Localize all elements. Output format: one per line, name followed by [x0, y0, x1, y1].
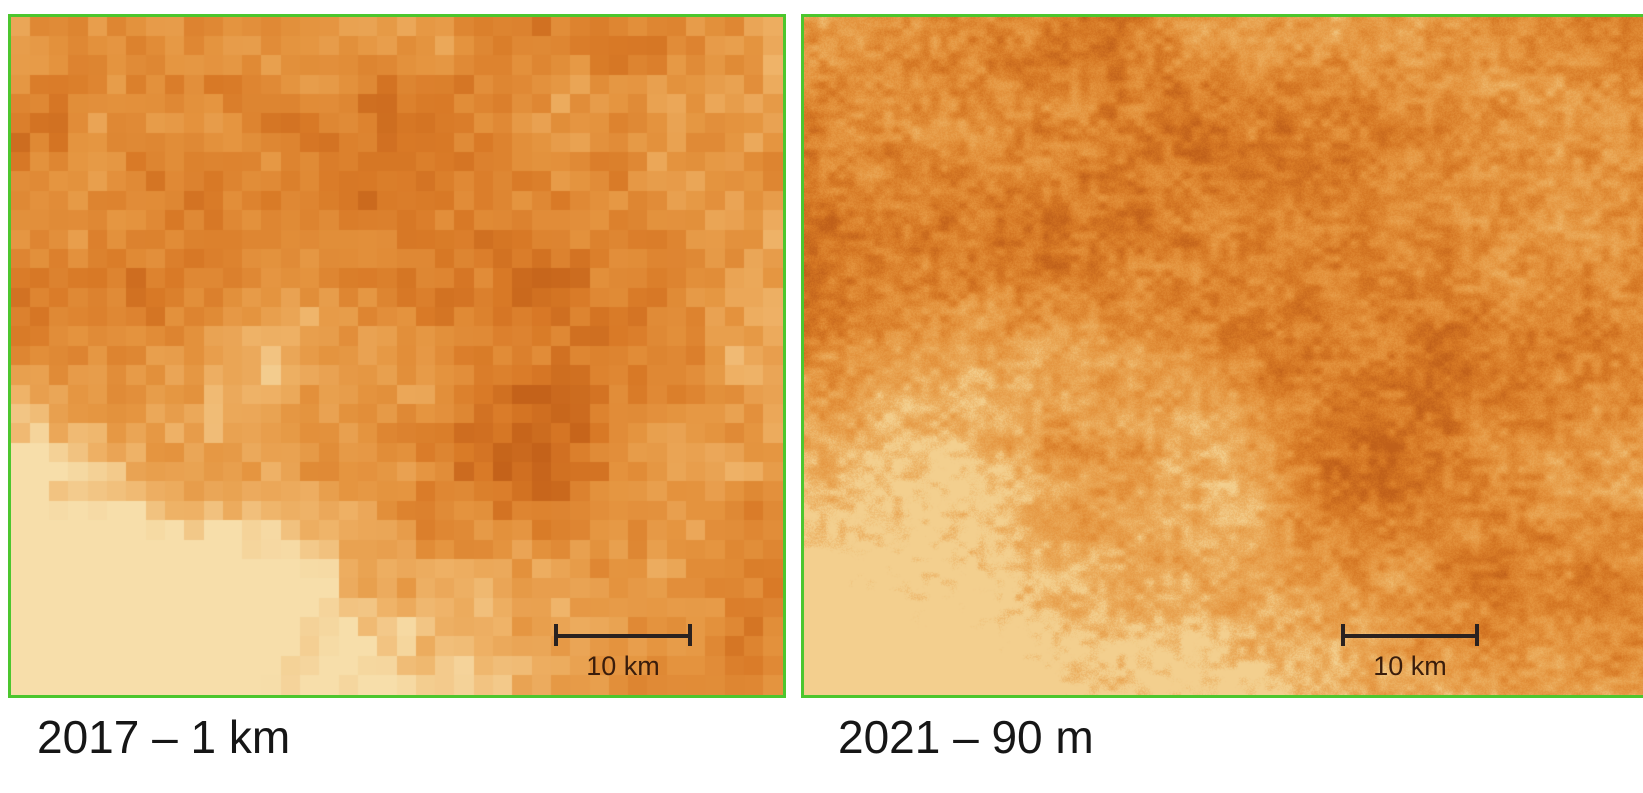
map-panel-2017: 10 km	[8, 14, 786, 698]
panel-caption-2021: 2021 – 90 m	[838, 711, 1094, 763]
map-panel-2021: 10 km	[801, 14, 1643, 698]
heatmap-1km	[11, 17, 783, 695]
scale-bar-label: 10 km	[1373, 651, 1447, 681]
scale-bar-label: 10 km	[586, 651, 660, 681]
scale-bar: 10 km	[1341, 621, 1483, 691]
scale-bar-line	[554, 634, 692, 638]
scale-bar-line	[1341, 634, 1479, 638]
panel-caption-2017: 2017 – 1 km	[37, 711, 291, 763]
scale-bar: 10 km	[554, 621, 696, 691]
heatmap-90m	[804, 17, 1643, 695]
scale-bar-tick-right	[688, 624, 692, 646]
scale-bar-tick-left	[1341, 624, 1345, 646]
scale-bar-tick-right	[1475, 624, 1479, 646]
scale-bar-tick-left	[554, 624, 558, 646]
